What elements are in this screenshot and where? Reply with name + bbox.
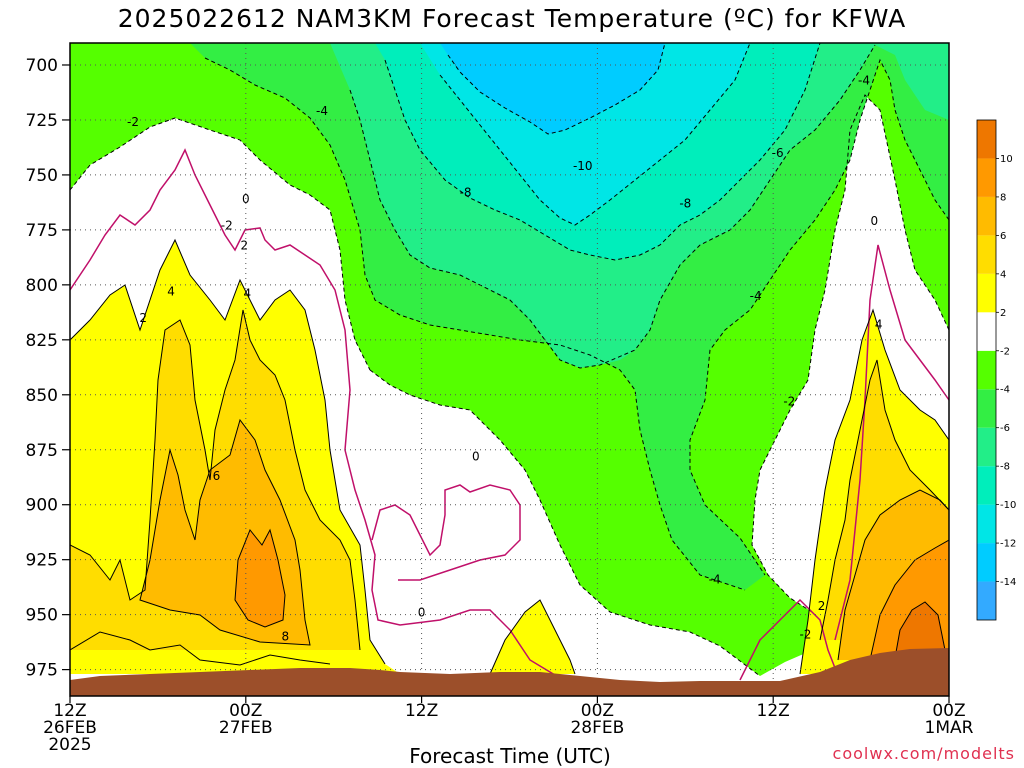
colorbar-swatch [977,389,996,428]
colorbar-label: -2 [1000,346,1010,357]
contour-label: 0 [242,192,250,206]
contour-label: -10 [573,159,593,173]
colorbar-swatch [977,196,996,236]
contour-label: 4 [243,287,251,301]
colorbar-label: -4 [1000,385,1010,396]
x-tick-label: 1MAR [925,718,974,738]
zero-contours [70,148,949,691]
contour-label: -8 [460,186,472,200]
colorbar-label: -10 [1000,500,1016,511]
colorbar-swatch [977,235,996,274]
colorbar-swatch [977,466,996,505]
x-tick-label: 28FEB [570,718,624,738]
y-tick-label: 950 [26,606,58,626]
plot-frame [69,42,950,697]
contour-label: 4 [875,317,883,331]
y-tick-label: 725 [26,111,58,131]
temperature-field [70,43,949,696]
credit-text: coolwx.com/modelts [832,744,1015,763]
colorbar-swatch [977,312,996,351]
y-tick-label: 700 [26,56,58,76]
x-tick-label: 00Z [229,701,262,721]
x-tick-label: 00Z [581,701,614,721]
colorbar-label: 10 [1000,154,1013,165]
colorbar-swatch [977,350,996,390]
colorbar-frame [976,119,997,621]
contour-label: 2 [139,311,147,325]
colorbar-label: -12 [1000,539,1016,550]
y-tick-label: 975 [26,661,58,681]
colorbar-swatch [977,158,996,197]
y-tick-label: 900 [26,496,58,516]
y-tick-label: 875 [26,441,58,461]
contour-label: 4 [167,284,175,298]
contour-label: 8 [282,630,290,644]
x-tick-label: 12Z [405,701,438,721]
x-tick-label: 12Z [757,701,790,721]
y-tick-label: 775 [26,221,58,241]
contour-label: 0 [472,449,480,463]
positive-contours [70,238,949,675]
colorbar-label: 2 [1000,308,1006,319]
chart-title: 2025022612 NAM3KM Forecast Temperature (… [117,4,907,33]
contour-label: -2 [127,115,139,129]
negative-contours [70,43,949,677]
colorbar: -14 -12 -10 -8 -6 -4 -2 2 4 6 8 10 [976,119,1016,621]
contour-label: -4 [750,289,762,303]
x-tick-label: 00Z [932,701,965,721]
colorbar-swatch [977,120,996,159]
colorbar-label: -8 [1000,462,1010,473]
contour-label: -8 [679,197,691,211]
band-plus10-right [895,602,945,658]
y-tick-label: 850 [26,386,58,406]
colorbar-swatch [977,427,996,467]
x-tick-label: 2025 [48,735,91,755]
colorbar-swatch [977,504,996,544]
contour-label: -4 [316,104,328,118]
contour-label: 2 [241,238,249,252]
contour-label: 2 [818,599,826,613]
x-axis-label: Forecast Time (UTC) [409,744,611,768]
contour-label: -4 [709,572,721,586]
colorbar-label: 4 [1000,269,1006,280]
colorbar-label: 8 [1000,192,1006,203]
y-tick-label: 925 [26,551,58,571]
y-tick-label: 750 [26,166,58,186]
colorbar-swatch [977,581,996,620]
contour-label: -2 [783,394,795,408]
colorbar-swatch [977,543,996,582]
band-minus12 [440,43,665,134]
contour-label: -4 [858,73,870,87]
colorbar-label: -6 [1000,423,1010,434]
contour-label: -2 [799,627,811,641]
y-tick-label: 825 [26,331,58,351]
x-tick-label: 26FEB [43,718,97,738]
band-plus8-left [235,530,285,627]
colorbar-label: 6 [1000,231,1006,242]
y-axis: 700 725 750 775 800 825 850 875 900 925 950 975 [26,56,70,681]
contour-labels: -2 -4 -4 -6 -10 -8 -8 0 -2 2 0 4 4 2 -4 4 -2 0 6 0 -4 8 2 -2 [127,73,883,644]
contour-label: 0 [870,214,878,228]
x-tick-label: 27FEB [219,718,273,738]
x-tick-label: 12Z [53,701,86,721]
contour-label: 6 [213,469,221,483]
colorbar-label: -14 [1000,577,1016,588]
contour-label: -2 [221,218,233,232]
y-tick-label: 800 [26,276,58,296]
band-plus2-center [490,600,575,674]
contour-label: -6 [772,146,784,160]
terrain [70,648,949,696]
contour-label: 0 [418,605,426,619]
colorbar-swatch [977,273,996,313]
